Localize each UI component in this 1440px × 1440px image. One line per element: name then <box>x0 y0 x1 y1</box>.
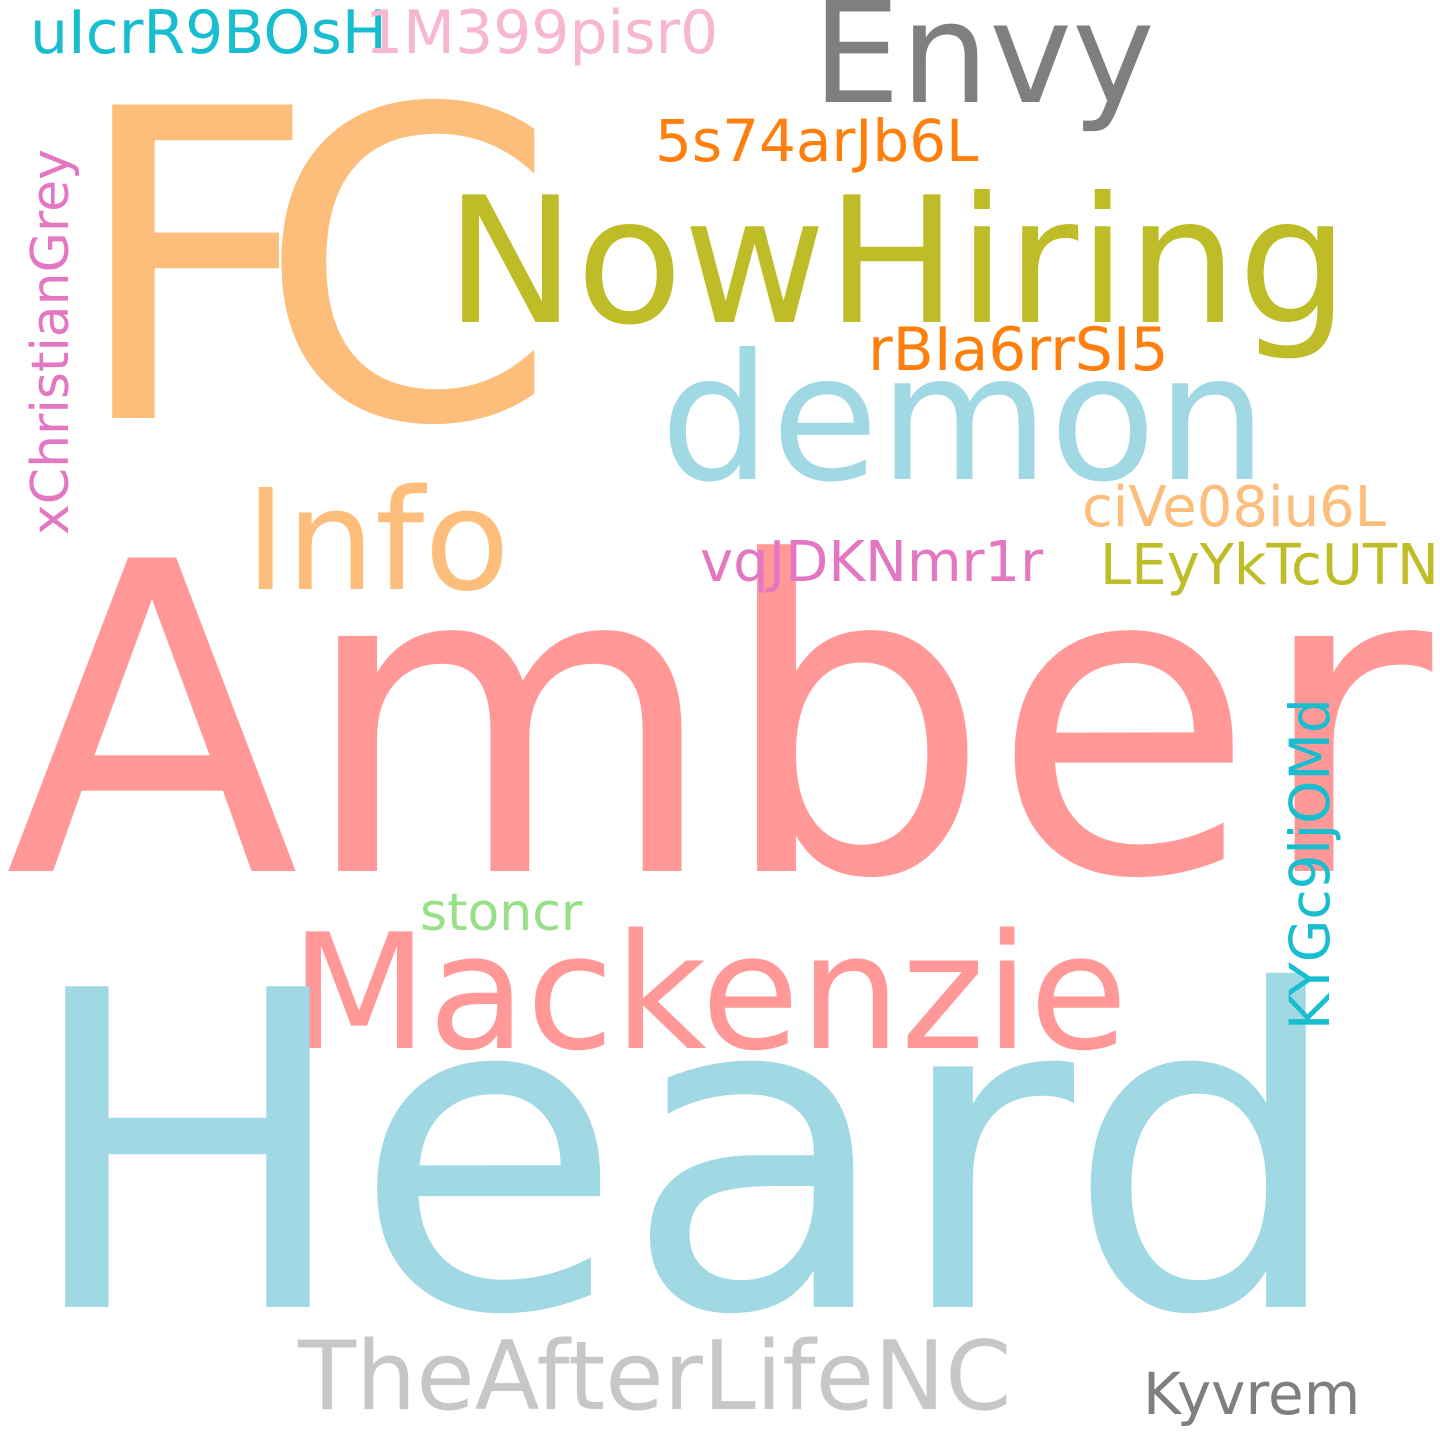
word-stoncr: stoncr <box>420 883 583 943</box>
word-1m399pisr0: 1M399pisr0 <box>365 0 719 68</box>
word-5s74arjb6l: 5s74arJb6L <box>655 107 979 175</box>
word-cive08iu6l: ciVe08iu6L <box>1082 475 1386 540</box>
word-heard: Heard <box>22 899 1346 1411</box>
word-xchristiangrey: xChristianGrey <box>21 149 81 535</box>
word-kygc9ljomd: KYGc9ljOMd <box>1278 698 1342 1030</box>
word-leyyyktcutn: LEyYkTcUTN <box>1100 533 1439 598</box>
word-mackenzie: Mackenzie <box>290 899 1128 1086</box>
word-nowhiring: NowHiring <box>445 161 1349 364</box>
word-fc: FC <box>70 20 558 520</box>
word-envy: Envy <box>812 0 1155 136</box>
word-rbia6rrsi5: rBIa6rrSI5 <box>868 315 1169 385</box>
word-theafterlifenc: TheAfterLifeNC <box>298 1322 1012 1432</box>
word-amber: Amber <box>5 473 1433 973</box>
word-uicrr9bosh: uIcrR9BOsH <box>30 0 387 68</box>
word-info: Info <box>245 460 510 623</box>
word-kyvrem: Kyvrem <box>1143 1360 1361 1428</box>
word-demon: demon <box>660 318 1268 521</box>
word-vqjdknmr1r: vqJDKNmr1r <box>700 530 1044 595</box>
